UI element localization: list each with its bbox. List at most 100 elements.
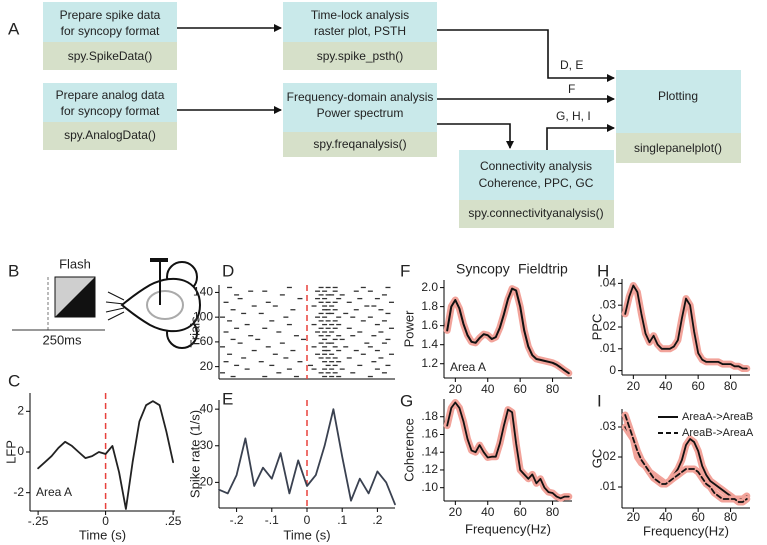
y-tick-label: 2 bbox=[17, 403, 24, 417]
y-tick-label: -2 bbox=[13, 485, 24, 499]
x-tick-label: 0 bbox=[304, 513, 311, 527]
node-box bbox=[43, 2, 177, 42]
series-line bbox=[624, 414, 748, 503]
edge-label: G, H, I bbox=[556, 109, 591, 123]
y-tick-label: 100 bbox=[193, 309, 213, 323]
node-text: raster plot, PSTH bbox=[314, 24, 406, 38]
x-axis-label: Frequency(Hz) bbox=[465, 521, 551, 536]
y-tick-label: 1.6 bbox=[421, 318, 438, 332]
node-function: spy.SpikeData() bbox=[68, 49, 152, 63]
y-tick-label: .02 bbox=[599, 449, 616, 463]
x-tick-label: 60 bbox=[691, 510, 705, 524]
y-tick-label: .12 bbox=[421, 462, 438, 476]
stimulus-label: Flash bbox=[59, 256, 91, 271]
y-axis-label: GC bbox=[589, 449, 604, 469]
y-tick-label: 0 bbox=[609, 363, 616, 377]
annotation: Area A bbox=[36, 485, 72, 499]
x-tick-label: 20 bbox=[627, 510, 641, 524]
y-tick-label: 0 bbox=[17, 444, 24, 458]
node-text: for syncopy format bbox=[61, 104, 160, 118]
edge-label: F bbox=[568, 82, 575, 96]
y-axis-label: PPC bbox=[589, 314, 604, 341]
x-tick-label: 60 bbox=[691, 379, 705, 393]
node-function: spy.connectivityanalysis() bbox=[468, 206, 603, 220]
node-box bbox=[283, 42, 437, 70]
node-text: Prepare analog data bbox=[56, 88, 165, 102]
legend-label: AreaB->AreaA bbox=[682, 427, 754, 439]
x-tick-label: 80 bbox=[724, 510, 738, 524]
x-axis-label: Time (s) bbox=[79, 527, 126, 542]
brain bbox=[146, 290, 184, 320]
x-tick-label: .25 bbox=[165, 514, 182, 528]
legend-label: Syncopy bbox=[456, 261, 510, 277]
legend-label: AreaA->AreaB bbox=[682, 411, 753, 423]
legend-label: Fieldtrip bbox=[518, 261, 568, 277]
node-box bbox=[459, 150, 614, 200]
panel-label: I bbox=[597, 391, 602, 410]
duration-label: 250ms bbox=[42, 332, 82, 347]
x-tick-label: 80 bbox=[546, 382, 560, 396]
node-box bbox=[616, 133, 741, 163]
y-tick-label: 20 bbox=[200, 359, 214, 373]
node-text: Prepare spike data bbox=[60, 8, 161, 22]
x-tick-label: 40 bbox=[481, 505, 495, 519]
node-text: Connectivity analysis bbox=[480, 159, 592, 173]
node-text: Frequency-domain analysis bbox=[287, 90, 434, 104]
arrow bbox=[437, 123, 514, 149]
x-tick-label: 40 bbox=[659, 510, 673, 524]
node-function: spy.freqanalysis() bbox=[313, 137, 406, 151]
x-tick-label: 80 bbox=[546, 505, 560, 519]
y-tick-label: 1.8 bbox=[421, 299, 438, 313]
node-text: Plotting bbox=[658, 89, 698, 103]
x-tick-label: 40 bbox=[659, 379, 673, 393]
y-tick-label: .04 bbox=[599, 276, 616, 290]
node-text: Time-lock analysis bbox=[311, 8, 409, 22]
x-tick-label: -.2 bbox=[230, 513, 244, 527]
x-tick-label: -.1 bbox=[265, 513, 279, 527]
node-function: singlepanelplot() bbox=[634, 141, 722, 155]
x-tick-label: 80 bbox=[724, 379, 738, 393]
node-box bbox=[43, 83, 177, 122]
y-tick-label: 2.0 bbox=[421, 280, 438, 294]
node-text: for syncopy format bbox=[61, 24, 160, 38]
y-tick-label: .03 bbox=[599, 297, 616, 311]
node-box bbox=[283, 83, 437, 132]
panel-label: H bbox=[597, 261, 609, 280]
y-tick-label: 40 bbox=[200, 401, 214, 415]
x-tick-label: 40 bbox=[481, 382, 495, 396]
x-tick-label: 20 bbox=[449, 382, 463, 396]
annotation: Area A bbox=[450, 360, 486, 374]
node-text: Coherence, PPC, GC bbox=[479, 176, 594, 190]
node-box bbox=[43, 42, 177, 70]
y-tick-label: 60 bbox=[200, 334, 214, 348]
y-tick-label: .01 bbox=[599, 341, 616, 355]
y-tick-label: 1.4 bbox=[421, 337, 438, 351]
x-tick-label: 60 bbox=[513, 382, 527, 396]
x-tick-label: -.25 bbox=[28, 514, 49, 528]
y-tick-label: .03 bbox=[599, 419, 616, 433]
y-axis-label: Trials bbox=[187, 316, 202, 348]
panel-label: D bbox=[222, 261, 234, 280]
y-tick-label: .14 bbox=[421, 444, 438, 458]
y-tick-label: 20 bbox=[200, 475, 214, 489]
node-box bbox=[459, 200, 614, 228]
node-box bbox=[616, 70, 741, 133]
y-axis-label: LFP bbox=[3, 440, 18, 464]
y-axis-label: Spike rate (1/s) bbox=[187, 410, 202, 498]
flash-triangle bbox=[55, 277, 95, 317]
series-line bbox=[218, 408, 396, 506]
panel-label: B bbox=[8, 261, 19, 280]
x-tick-label: 20 bbox=[627, 379, 641, 393]
x-tick-label: .2 bbox=[372, 513, 382, 527]
y-tick-label: 140 bbox=[193, 285, 213, 299]
panel-label: A bbox=[8, 19, 20, 38]
y-axis-label: Coherence bbox=[401, 418, 416, 482]
y-tick-label: .18 bbox=[421, 409, 438, 423]
node-box bbox=[43, 122, 177, 150]
y-axis-label: Power bbox=[401, 310, 416, 348]
node-function: spy.spike_psth() bbox=[317, 49, 403, 63]
whiskers bbox=[105, 291, 125, 321]
series-halo bbox=[443, 399, 573, 502]
x-tick-label: .1 bbox=[337, 513, 347, 527]
